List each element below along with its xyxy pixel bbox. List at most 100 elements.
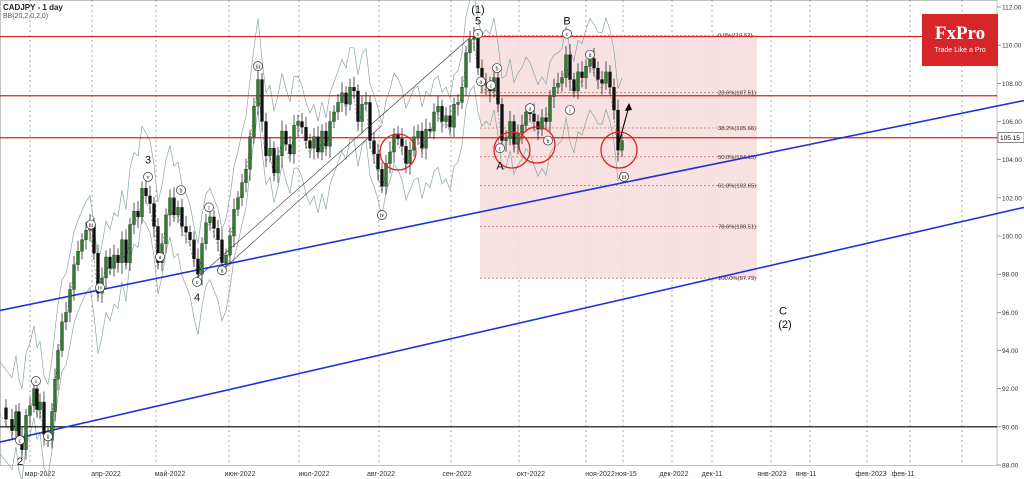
candle-body	[244, 169, 248, 183]
candle-body	[420, 130, 424, 149]
candle-body	[476, 37, 480, 69]
candle-body	[148, 195, 152, 204]
candle-body	[140, 188, 144, 218]
candle-body	[436, 106, 440, 113]
candle-body	[24, 415, 28, 450]
wave-label-circle	[495, 143, 505, 154]
candle-body	[300, 121, 304, 128]
x-tick-label: авг-2022	[367, 471, 395, 478]
wave-label-circle	[217, 265, 227, 276]
candle-body	[84, 230, 88, 240]
wave-label-circle	[562, 28, 572, 39]
candle-body	[172, 197, 176, 216]
candle-body	[10, 419, 14, 431]
candle-body	[68, 289, 72, 313]
wave-label: iii	[88, 223, 93, 229]
channel-trendline	[0, 206, 1024, 443]
fxpro-logo: FxPro Trade Like a Pro	[922, 14, 998, 66]
candle-body	[120, 239, 124, 263]
candle-body	[508, 121, 512, 139]
candle-body	[548, 96, 552, 122]
candle-body	[596, 67, 600, 80]
channel-trendline	[0, 99, 1024, 312]
wave-label: ii	[588, 53, 592, 59]
highlight-circle	[379, 133, 417, 171]
y-tick-label: 108.00	[1002, 81, 1022, 88]
candle-body	[608, 71, 612, 88]
x-tick-label: фев-2023	[855, 471, 886, 478]
y-tick-label: 96.00	[1002, 310, 1019, 317]
candle-body	[464, 52, 468, 88]
projection-arrow	[616, 105, 630, 151]
candle-body	[408, 149, 412, 164]
candle-body	[156, 226, 160, 263]
candle-body	[252, 106, 256, 137]
candle-body	[276, 155, 280, 174]
wave-label-circle	[585, 49, 595, 60]
candle-body	[76, 251, 80, 265]
wave-label: iv	[380, 213, 385, 219]
wave-label-circle	[176, 185, 186, 196]
candle-body	[200, 243, 204, 275]
fibonacci-zone	[480, 35, 757, 279]
wave-label: ii	[46, 435, 50, 441]
x-tick-label: мар-2022	[25, 471, 56, 478]
candle-body	[72, 264, 76, 290]
wave-label-circle	[95, 282, 105, 293]
candle-body	[236, 197, 240, 210]
wave-label-circle	[476, 76, 486, 87]
candle-body	[288, 144, 292, 155]
y-tick-label: 106.00	[1002, 119, 1022, 126]
candle-body	[604, 71, 608, 84]
x-tick-label: апр-2022	[91, 471, 121, 478]
candle-body	[53, 378, 57, 412]
candle-body	[348, 87, 352, 105]
wave-label-circle	[377, 210, 387, 220]
y-tick-label: 110.00	[1002, 43, 1022, 50]
wave-label: iii	[255, 64, 260, 70]
y-tick-label: 98.00	[1002, 272, 1019, 279]
x-tick-label: фев-11	[892, 471, 915, 478]
x-tick-label: ноя-15	[615, 471, 637, 478]
candle-body	[452, 104, 456, 128]
candle-body	[620, 140, 624, 151]
candle-body	[532, 113, 536, 122]
candle-body	[204, 222, 208, 244]
wave-trendline	[221, 125, 383, 271]
candle-body	[568, 54, 572, 80]
candle-body	[280, 130, 284, 157]
candle-body	[524, 111, 528, 126]
x-tick-label: июл-2022	[299, 471, 330, 478]
candle-body	[60, 321, 64, 351]
fib-level-label: 23.6%(107.51)	[718, 91, 756, 97]
candle-body	[396, 134, 400, 139]
candle-body	[400, 138, 404, 147]
wave-label: i	[35, 379, 37, 385]
candle-body	[560, 77, 564, 84]
x-tick-label: май-2022	[155, 470, 186, 478]
wave-label: c	[196, 280, 199, 286]
candle-body	[192, 239, 196, 260]
candle-body	[248, 136, 252, 170]
candle-body	[536, 121, 540, 130]
candle-body	[388, 151, 392, 164]
candle-body	[56, 350, 60, 380]
candle-body	[284, 130, 288, 145]
candle-body	[168, 197, 172, 216]
candle-body	[384, 163, 388, 187]
wave-label-circle	[31, 376, 41, 386]
candle-body	[260, 79, 264, 122]
candle-body	[316, 136, 320, 153]
candle-body	[376, 153, 380, 170]
candle-body	[96, 253, 100, 294]
candle-body	[38, 401, 42, 410]
brand-name: FxPro	[934, 23, 986, 44]
wave-label: c	[566, 32, 569, 38]
candle-body	[324, 130, 328, 147]
x-tick-label: дек-2022	[660, 471, 689, 478]
wave-label: b	[180, 188, 183, 194]
y-tick-label: 112.00	[1002, 5, 1022, 12]
candle-body	[368, 102, 372, 141]
highlight-circle	[518, 126, 556, 164]
wave-label: C	[779, 305, 787, 317]
